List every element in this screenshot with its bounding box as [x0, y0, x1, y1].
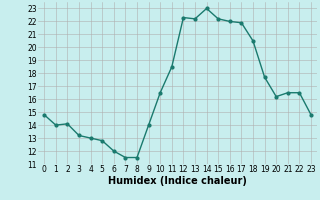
- X-axis label: Humidex (Indice chaleur): Humidex (Indice chaleur): [108, 176, 247, 186]
